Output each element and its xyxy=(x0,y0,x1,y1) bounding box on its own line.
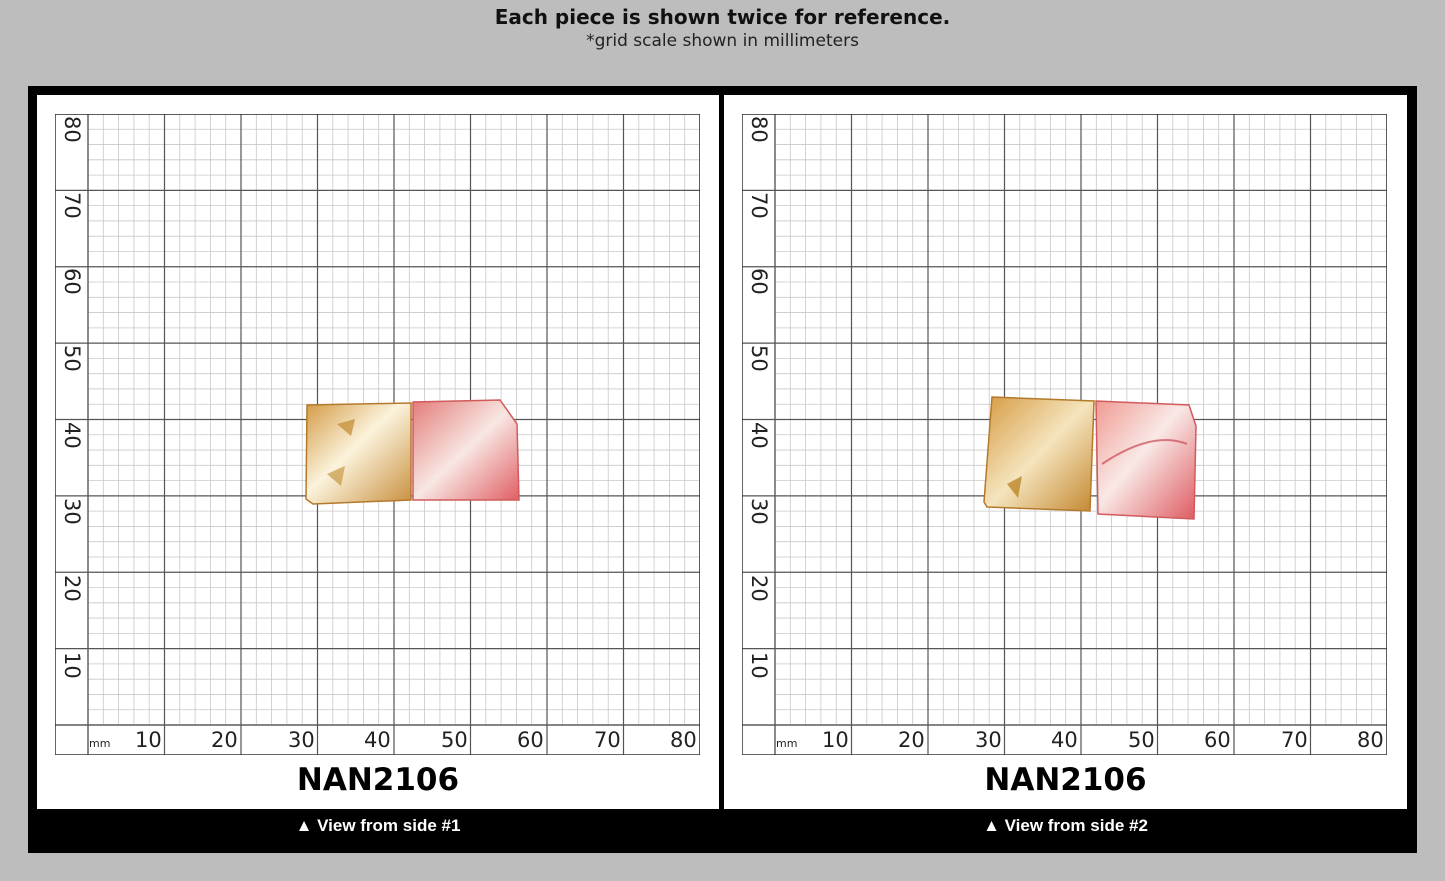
mm-grid-side-1: mm 10 20 30 40 50 60 70 80 10 20 30 40 5… xyxy=(55,114,700,755)
major-grid-lines xyxy=(742,114,1387,755)
y-tick-60: 60 xyxy=(747,268,771,295)
photo-frame: mm 10 20 30 40 50 60 70 80 10 20 30 40 5… xyxy=(28,86,1417,853)
y-tick-40: 40 xyxy=(747,422,771,449)
unit-label: mm xyxy=(776,737,797,750)
caption-side-1: ▲ View from side #1 xyxy=(295,816,461,835)
y-tick-40: 40 xyxy=(60,422,84,449)
y-tick-60: 60 xyxy=(60,268,84,295)
x-tick-50: 50 xyxy=(441,728,468,752)
x-tick-70: 70 xyxy=(1281,728,1308,752)
y-tick-70: 70 xyxy=(747,192,771,219)
x-tick-20: 20 xyxy=(211,728,238,752)
unit-label: mm xyxy=(89,737,110,750)
x-tick-10: 10 xyxy=(135,728,162,752)
x-tick-40: 40 xyxy=(364,728,391,752)
y-tick-10: 10 xyxy=(747,652,771,679)
x-tick-80: 80 xyxy=(1357,728,1384,752)
y-tick-70: 70 xyxy=(60,192,84,219)
y-tick-20: 20 xyxy=(747,575,771,602)
axis-labels: mm 10 20 30 40 50 60 70 80 10 20 30 40 5… xyxy=(60,116,697,752)
gemstone-image-side-1 xyxy=(305,399,520,505)
y-tick-30: 30 xyxy=(747,498,771,525)
mm-grid-side-2: mm 10 20 30 40 50 60 70 80 10 20 30 40 5… xyxy=(742,114,1387,755)
y-tick-80: 80 xyxy=(60,116,84,143)
x-tick-20: 20 xyxy=(898,728,925,752)
y-tick-50: 50 xyxy=(60,345,84,372)
y-tick-10: 10 xyxy=(60,652,84,679)
x-tick-30: 30 xyxy=(288,728,315,752)
x-tick-80: 80 xyxy=(670,728,697,752)
x-tick-60: 60 xyxy=(1204,728,1231,752)
view-panel-side-2: mm 10 20 30 40 50 60 70 80 10 20 30 40 5… xyxy=(724,95,1407,809)
page-title: Each piece is shown twice for reference. xyxy=(494,5,951,29)
page-subtitle: *grid scale shown in millimeters xyxy=(586,31,859,51)
view-panel-side-1: mm 10 20 30 40 50 60 70 80 10 20 30 40 5… xyxy=(37,95,719,809)
caption-side-2: ▲ View from side #2 xyxy=(983,816,1148,835)
x-tick-40: 40 xyxy=(1051,728,1078,752)
y-tick-80: 80 xyxy=(747,116,771,143)
y-tick-20: 20 xyxy=(60,575,84,602)
sku-label-side-2: NAN2106 xyxy=(984,762,1147,798)
x-tick-60: 60 xyxy=(517,728,544,752)
y-tick-50: 50 xyxy=(747,345,771,372)
gemstone-image-side-2 xyxy=(983,396,1197,520)
x-tick-50: 50 xyxy=(1128,728,1155,752)
x-tick-10: 10 xyxy=(822,728,849,752)
sku-label-side-1: NAN2106 xyxy=(296,762,460,798)
x-tick-70: 70 xyxy=(594,728,621,752)
axis-labels: mm 10 20 30 40 50 60 70 80 10 20 30 40 5… xyxy=(747,116,1384,752)
y-tick-30: 30 xyxy=(60,498,84,525)
x-tick-30: 30 xyxy=(975,728,1002,752)
